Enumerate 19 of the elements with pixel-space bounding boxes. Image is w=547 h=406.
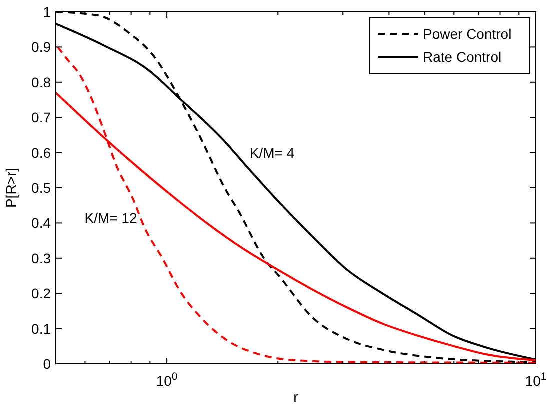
y-tick-label: 0.4 [32,215,52,232]
x-tick-label: 10$^{1}$ [525,371,547,389]
y-tick-label: 0.1 [32,320,52,337]
annotation: K/M= 12 [84,210,138,226]
y-tick-label: 0 [43,356,52,372]
y-tick-label: 1 [43,4,52,20]
y-tick-label: 0.6 [32,144,52,161]
y-axis-title: P[R>r] [3,168,19,208]
legend-label: Rate Control [423,49,502,65]
y-tick-label: 0.3 [32,250,52,266]
y-tick-label: 0.2 [32,286,52,302]
y-tick-label: 0.7 [32,110,52,126]
x-tick-label: 10$^{0}$ [156,371,178,389]
legend-label: Power Control [423,26,512,42]
x-axis-title: r [294,389,299,405]
y-tick-label: 0.9 [32,39,52,56]
annotation: K/M= 4 [250,145,295,162]
y-tick-label: 0.8 [32,74,52,90]
y-tick-label: 0.5 [32,180,52,196]
